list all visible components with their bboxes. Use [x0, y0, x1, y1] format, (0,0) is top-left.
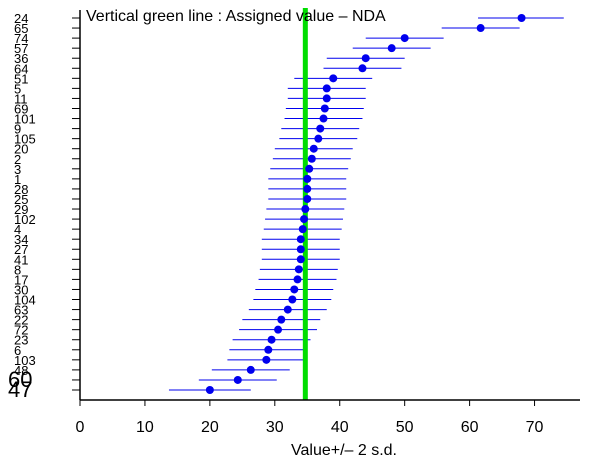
lab-label-4: 4 [14, 222, 21, 237]
lab-label-41: 41 [14, 252, 28, 267]
x-tick-label-30: 30 [266, 419, 284, 436]
point-6 [264, 345, 273, 354]
x-tick-label-0: 0 [76, 419, 85, 436]
lab-label-8: 8 [14, 262, 21, 277]
point-4 [298, 225, 307, 234]
point-29 [301, 205, 310, 214]
lab-label-6: 6 [14, 343, 21, 358]
point-60 [233, 375, 242, 384]
point-1 [303, 174, 312, 183]
lab-label-5: 5 [14, 81, 21, 96]
point-20 [309, 144, 318, 153]
lab-label-65: 65 [14, 21, 28, 36]
lab-label-64: 64 [14, 61, 28, 76]
point-22 [277, 315, 286, 324]
point-30 [290, 285, 299, 294]
lab-label-29: 29 [14, 202, 28, 217]
lab-label-104: 104 [14, 293, 36, 308]
point-17 [293, 275, 302, 284]
lab-label-72: 72 [14, 323, 28, 338]
lab-label-48: 48 [14, 363, 28, 378]
point-51 [329, 74, 338, 83]
lab-label-74: 74 [14, 31, 28, 46]
lab-label-11: 11 [14, 91, 28, 106]
lab-label-47: 47 [8, 377, 32, 402]
point-72 [274, 325, 283, 334]
lab-label-63: 63 [14, 303, 28, 318]
point-3 [305, 164, 314, 173]
lab-label-102: 102 [14, 212, 36, 227]
lab-label-9: 9 [14, 122, 21, 137]
point-103 [262, 355, 271, 364]
point-36 [361, 54, 370, 63]
point-9 [316, 124, 325, 133]
data-points [205, 14, 526, 394]
x-ticks: 0 10 20 30 40 50 60 70 [76, 400, 544, 436]
point-105 [314, 134, 323, 143]
lab-label-3: 3 [14, 162, 21, 177]
point-48 [246, 365, 255, 374]
point-65 [476, 24, 485, 33]
lab-labels: 2465745736645151169101910520231282529102… [8, 11, 80, 402]
point-101 [319, 114, 328, 123]
chart-title: Vertical green line : Assigned value – N… [86, 8, 386, 25]
point-64 [358, 64, 367, 73]
lab-label-22: 22 [14, 313, 28, 328]
lab-label-27: 27 [14, 242, 28, 257]
x-tick-label-50: 50 [396, 419, 414, 436]
point-11 [322, 94, 331, 103]
x-axis-label: Value+/– 2 s.d. [291, 442, 397, 459]
lab-label-60: 60 [8, 367, 32, 392]
point-24 [517, 14, 526, 22]
x-tick-label-40: 40 [331, 419, 349, 436]
point-74 [400, 34, 409, 43]
point-69 [320, 104, 329, 113]
x-tick-label-60: 60 [461, 419, 479, 436]
lab-label-24: 24 [14, 11, 28, 26]
lab-label-57: 57 [14, 41, 28, 56]
point-102 [300, 215, 309, 224]
point-23 [267, 335, 276, 344]
lab-label-101: 101 [14, 112, 36, 127]
point-25 [303, 194, 312, 203]
point-104 [288, 295, 297, 304]
point-57 [387, 44, 396, 53]
point-63 [283, 305, 292, 314]
error-bars [168, 17, 564, 391]
lab-label-30: 30 [14, 282, 28, 297]
lab-label-1: 1 [14, 172, 21, 187]
point-47 [205, 386, 214, 394]
lab-label-34: 34 [14, 232, 28, 247]
point-27 [296, 245, 305, 254]
lab-label-105: 105 [14, 132, 36, 147]
lab-label-23: 23 [14, 333, 28, 348]
lab-label-20: 20 [14, 142, 28, 157]
point-5 [322, 84, 331, 93]
point-28 [303, 184, 312, 193]
point-41 [296, 255, 305, 264]
lab-label-28: 28 [14, 182, 28, 197]
x-tick-label-70: 70 [526, 419, 544, 436]
x-tick-label-20: 20 [201, 419, 219, 436]
lab-label-69: 69 [14, 101, 28, 116]
lab-label-36: 36 [14, 51, 28, 66]
lab-label-51: 51 [14, 71, 28, 86]
point-8 [294, 265, 303, 274]
x-tick-label-10: 10 [136, 419, 154, 436]
lab-label-25: 25 [14, 192, 28, 207]
lab-label-17: 17 [14, 272, 28, 287]
lab-label-2: 2 [14, 152, 21, 167]
lab-label-103: 103 [14, 353, 36, 368]
point-2 [307, 154, 316, 163]
axes [79, 10, 580, 401]
point-34 [296, 235, 305, 244]
